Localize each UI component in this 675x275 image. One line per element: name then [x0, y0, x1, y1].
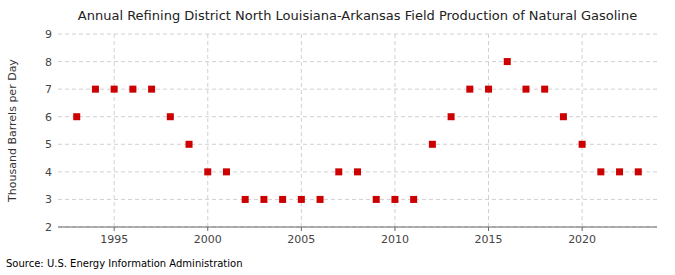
point — [298, 196, 305, 203]
grid-line-y — [58, 116, 657, 117]
grid-line-y — [58, 227, 657, 228]
y-tick-label: 9 — [45, 28, 52, 41]
x-tick — [488, 227, 489, 231]
grid-line-y — [58, 61, 657, 62]
title: Annual Refining District North Louisiana… — [78, 8, 637, 23]
point — [317, 196, 324, 203]
point — [635, 168, 642, 175]
point — [223, 168, 230, 175]
x-tick-label: 1995 — [100, 233, 128, 246]
background — [0, 0, 675, 275]
point — [466, 86, 473, 93]
x-tick-label: 2000 — [194, 233, 222, 246]
point — [522, 86, 529, 93]
point — [111, 86, 118, 93]
x-tick — [301, 227, 302, 231]
grid-line-y — [58, 89, 657, 90]
x-tick-label: 2010 — [381, 233, 409, 246]
grid-line-x — [582, 34, 583, 227]
x-tick — [207, 227, 208, 231]
point — [504, 58, 511, 65]
grid-line-y — [58, 144, 657, 145]
grid-line-x — [488, 34, 489, 227]
x-tick-label: 2005 — [287, 233, 315, 246]
point — [129, 86, 136, 93]
grid-line-x — [114, 34, 115, 227]
grid-line-y — [58, 199, 657, 200]
point — [186, 141, 193, 148]
point — [148, 86, 155, 93]
point — [429, 141, 436, 148]
x-axis-line — [58, 227, 657, 228]
point — [448, 113, 455, 120]
y-tick-label: 2 — [45, 221, 52, 234]
point — [560, 113, 567, 120]
grid-line-x — [207, 34, 208, 227]
point — [373, 196, 380, 203]
point — [354, 168, 361, 175]
point — [616, 168, 623, 175]
x-tick — [582, 227, 583, 231]
y-tick-label: 4 — [45, 166, 52, 179]
point — [597, 168, 604, 175]
source-note: Source: U.S. Energy Information Administ… — [6, 258, 243, 269]
x-tick — [394, 227, 395, 231]
point — [579, 141, 586, 148]
point — [167, 113, 174, 120]
point — [92, 86, 99, 93]
point — [485, 86, 492, 93]
point — [410, 196, 417, 203]
point — [242, 196, 249, 203]
point — [335, 168, 342, 175]
x-tick-label: 2020 — [568, 233, 596, 246]
y-tick-label: 8 — [45, 56, 52, 69]
x-tick-label: 2015 — [475, 233, 503, 246]
grid-line-y — [58, 34, 657, 35]
point — [541, 86, 548, 93]
y-tick-label: 5 — [45, 138, 52, 151]
point — [260, 196, 267, 203]
point — [204, 168, 211, 175]
y-tick-label: 3 — [45, 193, 52, 206]
y-axis-label: Thousand Barrels per Day — [6, 59, 19, 203]
y-tick-label: 7 — [45, 83, 52, 96]
points — [73, 58, 642, 203]
y-tick-label: 6 — [45, 111, 52, 124]
x-tick — [114, 227, 115, 231]
point — [391, 196, 398, 203]
point — [279, 196, 286, 203]
point — [73, 113, 80, 120]
